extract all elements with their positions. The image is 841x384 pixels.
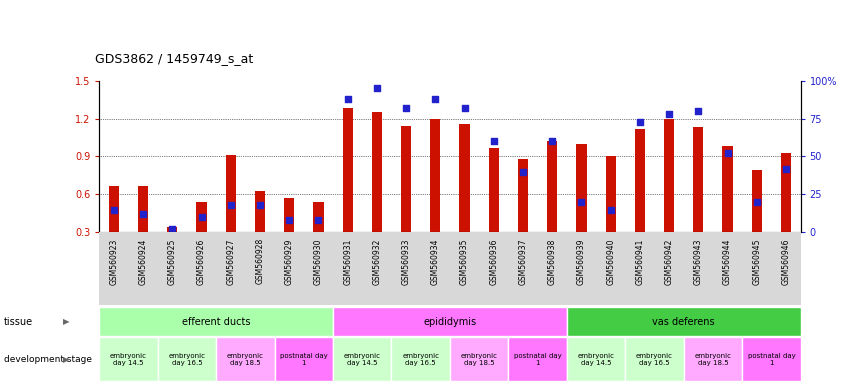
Text: GSM560924: GSM560924	[139, 238, 147, 285]
Text: GSM560937: GSM560937	[519, 238, 527, 285]
Text: GSM560938: GSM560938	[547, 238, 557, 285]
Text: embryonic
day 14.5: embryonic day 14.5	[344, 353, 381, 366]
Text: ▶: ▶	[63, 355, 70, 364]
Bar	[722, 146, 733, 270]
Point	[516, 169, 530, 175]
Point	[107, 207, 120, 213]
Text: embryonic
day 14.5: embryonic day 14.5	[110, 353, 147, 366]
Text: GSM560941: GSM560941	[636, 238, 644, 285]
Point	[633, 119, 647, 125]
Bar	[752, 170, 762, 270]
Bar	[576, 144, 586, 270]
Text: GSM560933: GSM560933	[402, 238, 410, 285]
Point	[721, 151, 734, 157]
Text: efferent ducts: efferent ducts	[182, 316, 251, 327]
Bar	[138, 185, 148, 270]
Point	[253, 202, 267, 208]
Bar	[284, 198, 294, 270]
Text: GSM560923: GSM560923	[109, 238, 119, 285]
Point	[604, 207, 617, 213]
Bar	[197, 202, 207, 270]
Bar	[167, 227, 177, 270]
Point	[370, 85, 383, 91]
Text: vas deferens: vas deferens	[653, 316, 715, 327]
Point	[341, 96, 354, 102]
Text: GSM560942: GSM560942	[664, 238, 674, 285]
Bar	[225, 155, 235, 270]
Text: GSM560929: GSM560929	[285, 238, 294, 285]
Text: GSM560926: GSM560926	[197, 238, 206, 285]
Point	[429, 96, 442, 102]
Text: GSM560944: GSM560944	[723, 238, 732, 285]
Bar	[635, 129, 645, 270]
Point	[224, 202, 237, 208]
Text: GDS3862 / 1459749_s_at: GDS3862 / 1459749_s_at	[95, 52, 253, 65]
Bar	[459, 124, 469, 270]
Text: GSM560925: GSM560925	[168, 238, 177, 285]
Point	[166, 226, 179, 232]
Point	[458, 105, 471, 111]
Bar	[518, 159, 528, 270]
Bar	[431, 119, 441, 270]
Point	[691, 108, 705, 114]
Text: GSM560927: GSM560927	[226, 238, 235, 285]
Bar	[693, 127, 703, 270]
Text: epididymis: epididymis	[423, 316, 477, 327]
Text: tissue: tissue	[4, 316, 34, 327]
Text: embryonic
day 18.5: embryonic day 18.5	[227, 353, 264, 366]
Text: embryonic
day 18.5: embryonic day 18.5	[461, 353, 498, 366]
Bar	[314, 202, 324, 270]
Text: development stage: development stage	[4, 355, 93, 364]
Point	[312, 217, 325, 223]
Text: embryonic
day 16.5: embryonic day 16.5	[168, 353, 205, 366]
Text: GSM560932: GSM560932	[373, 238, 381, 285]
Text: GSM560946: GSM560946	[781, 238, 791, 285]
Point	[399, 105, 413, 111]
Point	[136, 211, 150, 217]
Text: GSM560940: GSM560940	[606, 238, 615, 285]
Text: GSM560934: GSM560934	[431, 238, 440, 285]
Text: postnatal day
1: postnatal day 1	[514, 353, 562, 366]
Point	[546, 138, 559, 144]
Bar	[342, 108, 352, 270]
Bar	[372, 112, 382, 270]
Bar	[401, 126, 411, 270]
Text: GSM560930: GSM560930	[314, 238, 323, 285]
Text: postnatal day
1: postnatal day 1	[280, 353, 328, 366]
Point	[780, 166, 793, 172]
Text: embryonic
day 14.5: embryonic day 14.5	[578, 353, 615, 366]
Text: GSM560928: GSM560928	[256, 238, 264, 285]
Bar	[547, 141, 558, 270]
Bar	[108, 185, 119, 270]
Bar	[489, 147, 499, 270]
Bar	[606, 157, 616, 270]
Text: ▶: ▶	[63, 317, 70, 326]
Point	[487, 138, 500, 144]
Point	[283, 217, 296, 223]
Text: GSM560931: GSM560931	[343, 238, 352, 285]
Bar	[664, 119, 674, 270]
Text: GSM560945: GSM560945	[753, 238, 761, 285]
Bar	[255, 190, 265, 270]
Text: postnatal day
1: postnatal day 1	[748, 353, 796, 366]
Text: GSM560939: GSM560939	[577, 238, 586, 285]
Text: embryonic
day 18.5: embryonic day 18.5	[695, 353, 732, 366]
Point	[663, 111, 676, 117]
Point	[750, 199, 764, 205]
Point	[195, 214, 209, 220]
Text: embryonic
day 16.5: embryonic day 16.5	[636, 353, 673, 366]
Point	[574, 199, 588, 205]
Text: GSM560935: GSM560935	[460, 238, 469, 285]
Text: GSM560936: GSM560936	[489, 238, 498, 285]
Bar	[781, 153, 791, 270]
Text: embryonic
day 16.5: embryonic day 16.5	[402, 353, 439, 366]
Text: GSM560943: GSM560943	[694, 238, 703, 285]
